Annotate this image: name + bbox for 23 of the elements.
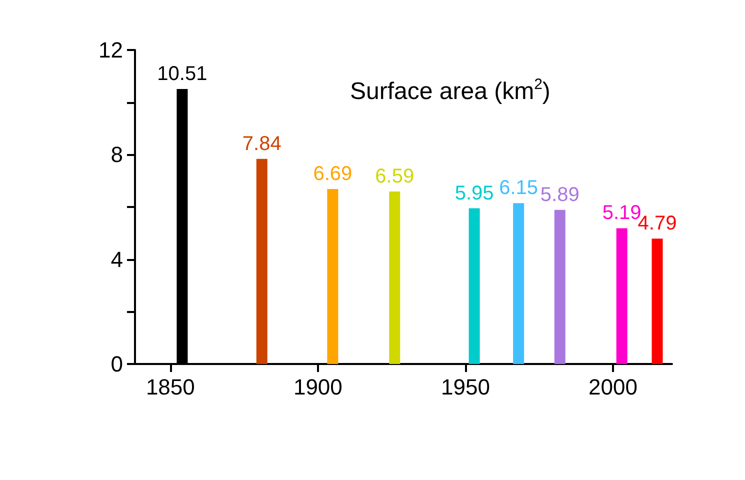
x-tick-label: 1850 [146,374,195,400]
bar [389,192,400,364]
bar [256,158,268,364]
y-tick-label: 12 [98,38,123,62]
bar [468,208,480,364]
bar [513,203,524,364]
x-tick-label: 2000 [588,374,638,400]
bar [554,210,566,364]
y-tick-label: 8 [110,142,123,168]
x-tick-label: 1900 [293,374,342,400]
bar [616,228,628,364]
y-tick-label: 4 [110,246,123,272]
x-tick-label: 1950 [440,374,490,400]
data-label: 6.69 [313,162,352,185]
data-label: 6.15 [499,177,538,200]
data-label: 10.51 [157,62,208,85]
data-label: 5.95 [454,182,494,204]
data-label: 6.59 [375,166,414,188]
data-label: 5.89 [540,184,580,206]
data-label: 7.84 [242,132,282,155]
bar [652,238,663,364]
y-tick-label: 0 [110,352,123,376]
bar [327,188,338,364]
